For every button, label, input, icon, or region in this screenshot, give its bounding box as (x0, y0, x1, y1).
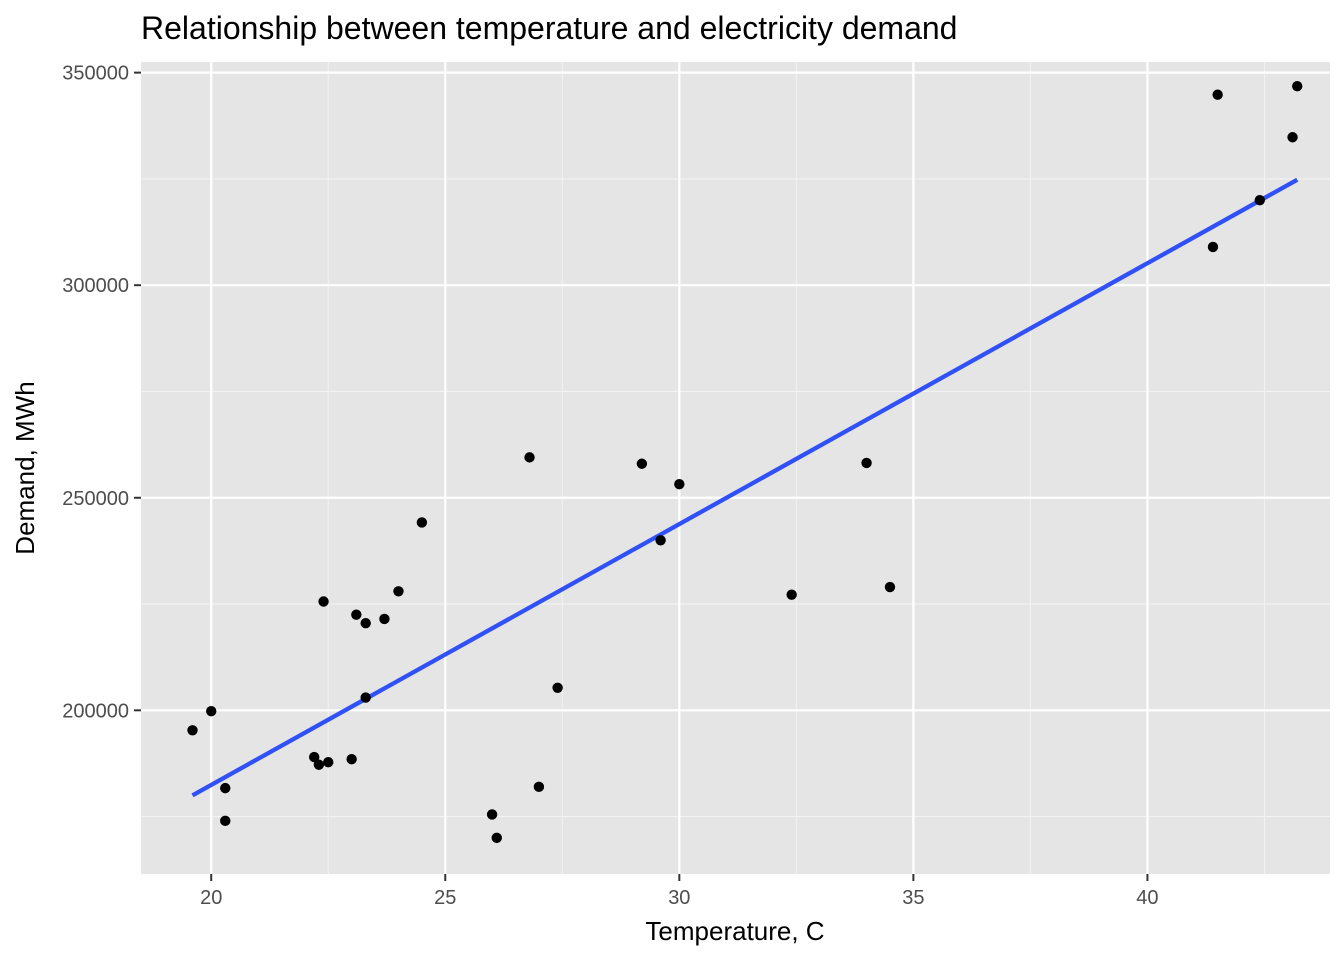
y-axis-title: Demand, MWh (10, 381, 40, 554)
data-point (674, 478, 685, 490)
data-point (1292, 81, 1303, 92)
y-tick-label: 250000 (62, 488, 129, 510)
data-point (187, 725, 198, 736)
x-axis-title: Temperature, C (645, 916, 824, 946)
data-point (655, 535, 666, 546)
x-tick-label: 35 (902, 887, 924, 909)
fit-line (191, 177, 1299, 798)
x-tick-label: 25 (434, 887, 456, 909)
y-axis: 200000 250000 300000 350000 (62, 63, 141, 722)
x-tick-label: 30 (668, 887, 690, 909)
data-point (524, 452, 535, 463)
data-point (379, 613, 390, 625)
data-point (416, 517, 428, 528)
data-point (786, 589, 797, 600)
data-point (486, 809, 498, 820)
data-points (187, 81, 1303, 844)
x-tick-label: 40 (1136, 887, 1158, 909)
data-point (533, 781, 545, 793)
data-point (393, 586, 404, 597)
y-tick-label: 200000 (62, 700, 129, 722)
chart-title: Relationship between temperature and ele… (141, 10, 957, 46)
data-point (360, 617, 371, 629)
y-tick-label: 350000 (62, 63, 129, 85)
data-point (318, 596, 329, 607)
data-point (323, 756, 334, 768)
data-point (861, 457, 872, 469)
data-point (1287, 132, 1298, 143)
data-point (206, 705, 217, 717)
data-point (1254, 194, 1265, 206)
data-point (491, 832, 502, 844)
data-point (309, 751, 320, 763)
x-axis: 20 25 30 35 40 (200, 874, 1159, 909)
data-point (346, 754, 357, 765)
minor-gridlines (141, 62, 1330, 874)
data-point (884, 581, 896, 593)
data-point (351, 609, 362, 620)
data-point (1207, 241, 1219, 253)
data-point (636, 458, 648, 469)
major-gridlines (141, 62, 1330, 874)
x-tick-label: 20 (200, 887, 222, 909)
data-point (313, 759, 325, 770)
data-point (360, 692, 371, 703)
y-tick-label: 300000 (62, 275, 129, 297)
plot-panel (141, 62, 1330, 874)
data-point (220, 782, 231, 794)
data-point (552, 682, 563, 693)
data-point (220, 815, 231, 827)
fit-line-group (191, 177, 1299, 798)
data-point (1212, 89, 1223, 100)
